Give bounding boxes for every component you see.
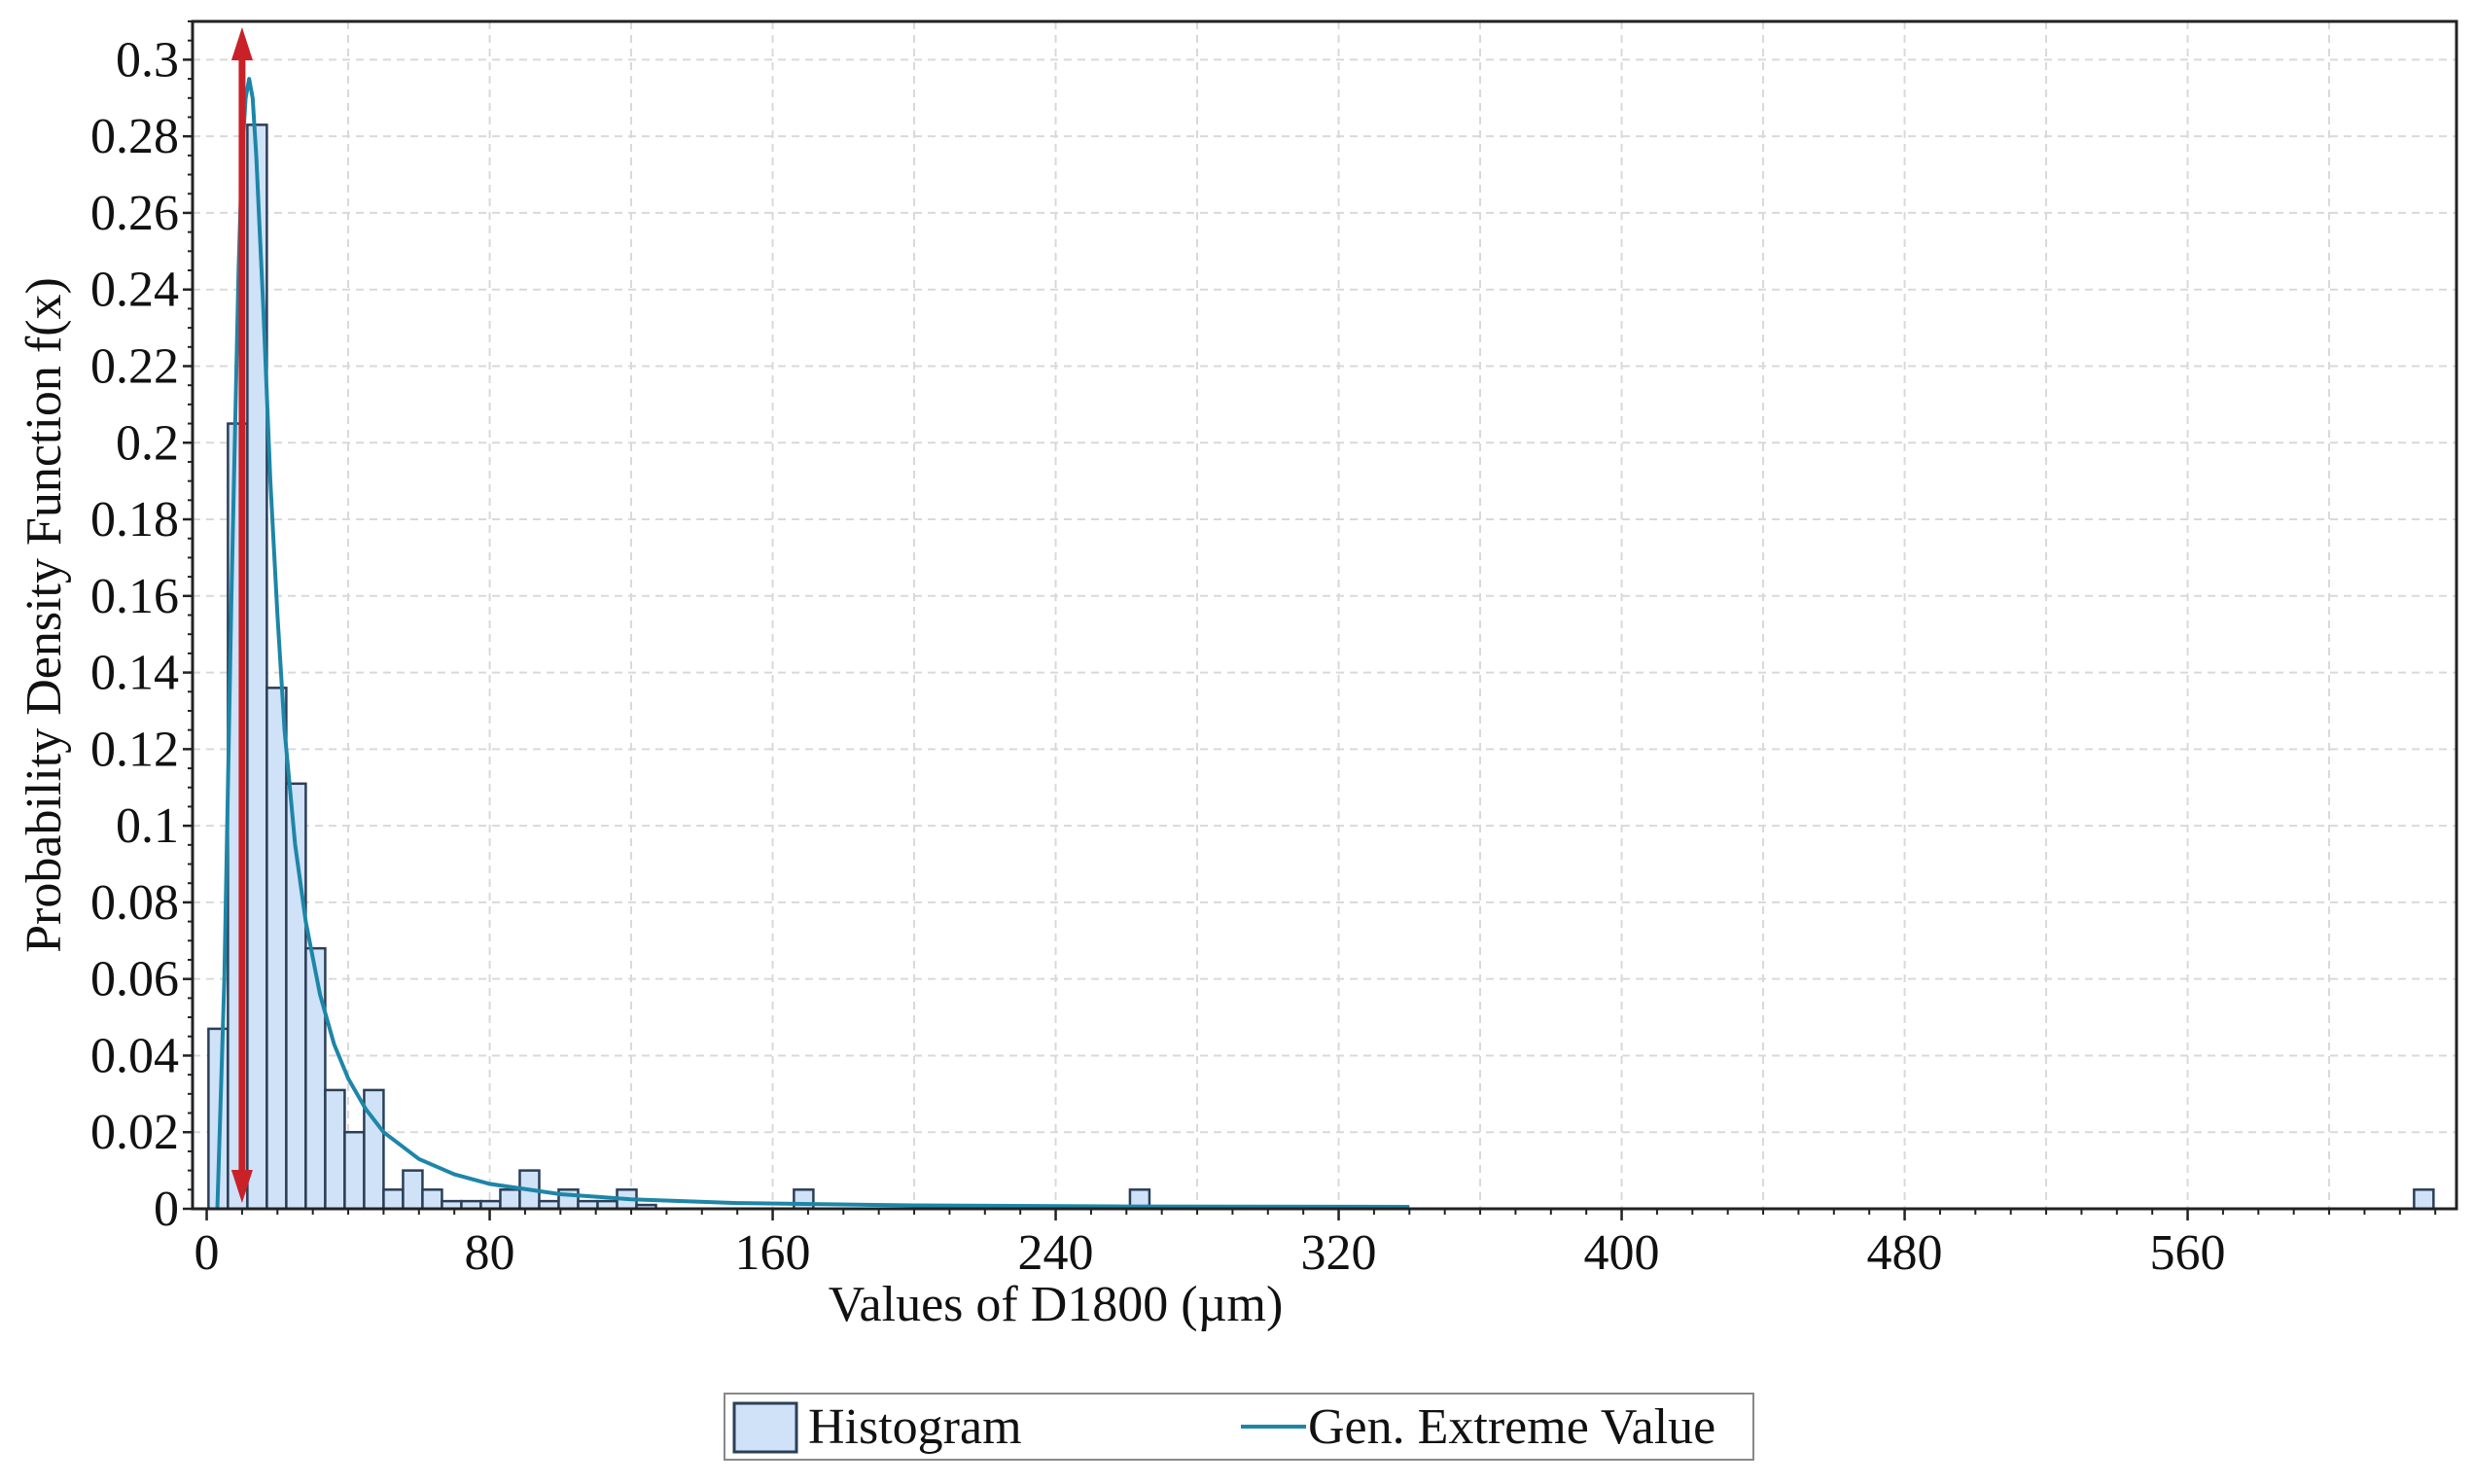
x-tick-label: 80	[465, 1225, 515, 1281]
histogram-bar	[499, 1188, 521, 1211]
y-tick-label: 0.06	[90, 952, 179, 1007]
y-tick-label: 0.02	[90, 1105, 179, 1160]
y-tick-label: 0.04	[90, 1028, 179, 1083]
histogram-bar	[382, 1188, 405, 1211]
x-tick-label: 560	[2150, 1225, 2226, 1281]
legend-histogram-label: Histogram	[808, 1399, 1022, 1455]
y-tick-label: 0.12	[90, 722, 179, 777]
histogram-bar	[324, 1088, 346, 1211]
x-tick-label: 320	[1301, 1225, 1377, 1281]
histogram-bar	[265, 687, 288, 1211]
y-tick-label: 0.26	[90, 186, 179, 241]
histogram-bar	[304, 946, 327, 1211]
y-tick-label: 0.3	[116, 32, 179, 88]
legend-box	[724, 1393, 1754, 1461]
arrow-head-up	[230, 27, 253, 60]
gev-curve-line	[215, 77, 1410, 1210]
legend-histogram-swatch	[732, 1401, 798, 1454]
legend-curve-label: Gen. Extreme Value	[1308, 1399, 1715, 1455]
x-tick-label: 240	[1018, 1225, 1094, 1281]
x-tick-label: 160	[735, 1225, 811, 1281]
y-tick-label: 0.18	[90, 492, 179, 548]
grid	[193, 21, 2456, 1209]
x-tick-label: 400	[1584, 1225, 1660, 1281]
histogram-bar	[421, 1188, 443, 1211]
histogram-bars	[207, 124, 2435, 1211]
y-tick-label: 0.24	[90, 263, 179, 318]
x-tick-label: 480	[1867, 1225, 1943, 1281]
histogram-bar	[2413, 1188, 2435, 1211]
y-tick-label: 0	[154, 1182, 179, 1237]
histogram-bar	[343, 1130, 366, 1211]
y-tick-label: 0.1	[116, 798, 179, 854]
y-tick-label: 0.16	[90, 569, 179, 624]
gev-curve-layer	[215, 77, 1410, 1210]
y-tick-label: 0.22	[90, 338, 179, 394]
y-tick-label: 0.28	[90, 109, 179, 164]
y-tick-label: 0.14	[90, 646, 179, 701]
axis-ticks: 0 0.02 0.04 0.06 0.08 0.1 0.12 0.14 0.16 0.18 0.2 0…	[90, 20, 2437, 1281]
x-tick-label: 0	[194, 1225, 220, 1281]
histogram-bar	[402, 1169, 424, 1211]
x-axis-title: Values of D1800 (µm)	[829, 1277, 1284, 1332]
y-tick-label: 0.08	[90, 875, 179, 931]
arrow-head-down	[230, 1170, 253, 1203]
arrow-annotation-layer	[230, 27, 253, 1203]
plot-frame	[191, 19, 2458, 1211]
y-axis-title: Probability Density Function f(x)	[17, 277, 72, 953]
legend: Histogram Gen. Extreme Value	[724, 1393, 1754, 1461]
y-tick-label: 0.2	[116, 415, 179, 471]
